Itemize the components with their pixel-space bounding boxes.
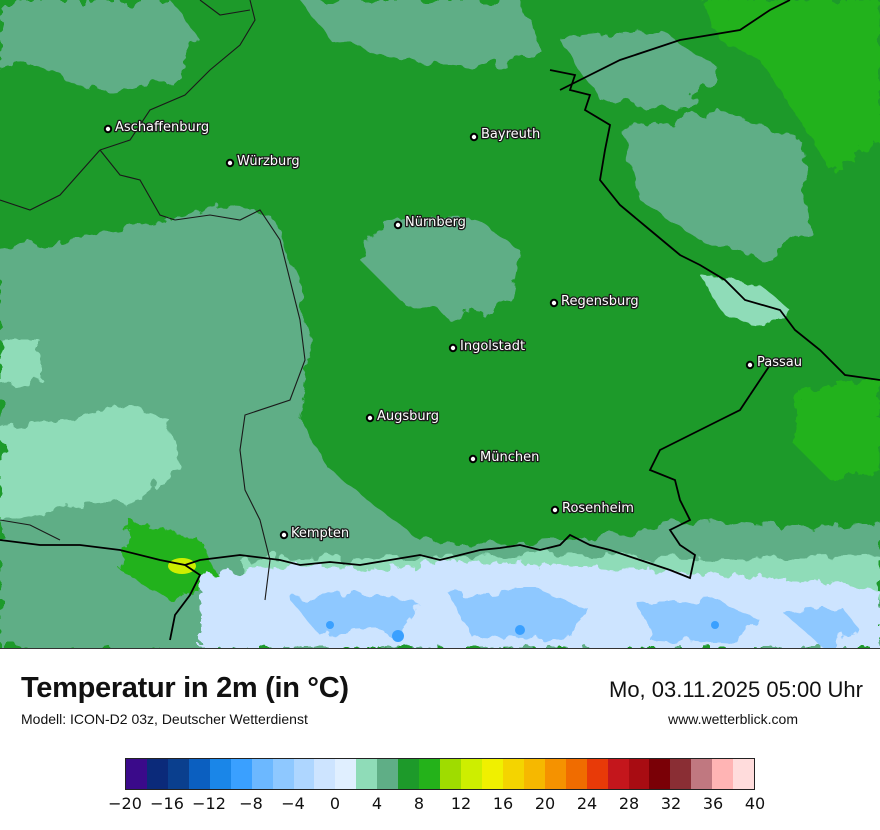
temperature-map-graphic: Aschaffenburg Würzburg Bayreuth Nürnberg… [0,0,880,648]
legend-tick-label: 40 [744,794,766,813]
city-muenchen[interactable]: München [468,449,541,466]
city-passau[interactable]: Passau [745,354,803,371]
legend-tick-label: −4 [281,794,305,813]
legend-tick-label: 24 [576,794,598,813]
legend-tick-label: 4 [371,794,383,813]
city-label: Nürnberg [405,215,466,230]
legend-swatch [565,759,587,789]
legend-tick-label: 36 [702,794,724,813]
temperature-zone-cold-spots [326,621,719,642]
city-label: Würzburg [237,154,300,169]
legend-tick-label: −16 [150,794,184,813]
temperature-zone-warm-spot [168,558,196,574]
city-dot [469,132,479,142]
legend-swatch [586,759,608,789]
legend-swatch [670,759,692,789]
city-dot [393,220,403,230]
map-title: Temperatur in 2m (in °C) [21,672,349,704]
city-rosenheim[interactable]: Rosenheim [550,500,635,517]
legend-swatch [502,759,524,789]
valid-time: Mo, 03.11.2025 05:00 Uhr [609,677,863,702]
city-label: Passau [757,355,802,370]
city-markers: Aschaffenburg Würzburg Bayreuth Nürnberg… [103,119,803,542]
legend-tick-label: 20 [534,794,556,813]
legend-swatch [398,759,420,789]
legend-tick-label: −12 [192,794,226,813]
legend-swatch [628,759,650,789]
legend-swatch [712,759,734,789]
city-dot [103,124,113,134]
legend-tick-label: 28 [618,794,640,813]
legend-tick-label: 16 [492,794,514,813]
city-ingolstadt[interactable]: Ingolstadt [448,338,526,355]
city-label: Ingolstadt [460,339,525,354]
website-credit: www.wetterblick.com [668,711,798,727]
legend-tick-label: −8 [239,794,263,813]
legend-swatch [356,759,378,789]
legend-swatch [293,759,315,789]
city-dot [745,360,755,370]
city-kempten[interactable]: Kempten [279,525,350,542]
city-wuerzburg[interactable]: Würzburg [225,153,301,170]
city-label: Kempten [291,526,349,541]
legend-swatch [523,759,545,789]
legend-swatch [733,759,755,789]
legend-swatch [607,759,629,789]
legend-swatch [272,759,294,789]
legend-swatch [691,759,713,789]
city-label: Aschaffenburg [115,120,209,135]
legend-swatch [251,759,273,789]
temperature-zone-8-10 [120,0,880,600]
city-dot [468,454,478,464]
temperature-zone-4-6 [0,0,880,648]
city-dot [549,298,559,308]
temperature-zone-minus2-0 [290,590,860,645]
legend-swatch [419,759,441,789]
city-dot [279,530,289,540]
city-label: Regensburg [561,294,639,309]
legend-tick-labels: −20 −16 −12 −8 −4 0 4 8 12 16 20 24 28 32 36 40 [0,794,880,818]
legend-swatch [230,759,252,789]
legend-swatch [461,759,482,789]
legend-swatch [335,759,357,789]
city-label: Rosenheim [562,501,634,516]
legend-tick-label: 32 [660,794,682,813]
legend-swatch [146,759,168,789]
legend-tick-label: 12 [450,794,472,813]
weather-map: Aschaffenburg Würzburg Bayreuth Nürnberg… [0,0,880,649]
city-nuernberg[interactable]: Nürnberg [393,214,467,231]
region-boundaries [0,0,306,601]
city-aschaffenburg[interactable]: Aschaffenburg [103,119,210,136]
legend-swatch [649,759,671,789]
legend-swatch [440,759,461,789]
city-dot [550,505,560,515]
city-bayreuth[interactable]: Bayreuth [469,126,542,143]
legend-swatch [544,759,566,789]
city-dot [365,413,375,423]
legend-swatch [167,759,189,789]
city-dot [225,158,235,168]
country-borders [0,0,880,641]
model-info: Modell: ICON-D2 03z, Deutscher Wetterdie… [21,711,308,727]
city-augsburg[interactable]: Augsburg [365,408,440,425]
city-label: München [480,450,539,465]
legend-tick-label: 8 [413,794,425,813]
city-regensburg[interactable]: Regensburg [549,293,640,310]
legend-tick-label: 0 [329,794,341,813]
legend-swatch [314,759,336,789]
color-legend-bar [125,758,755,790]
city-dot [448,343,458,353]
legend-swatch [377,759,399,789]
city-label: Augsburg [377,409,439,424]
legend-swatch [209,759,231,789]
legend-tick-label: −20 [108,794,142,813]
legend-swatch [481,759,503,789]
legend-swatch [188,759,210,789]
legend-swatch [126,759,147,789]
city-label: Bayreuth [481,127,540,142]
